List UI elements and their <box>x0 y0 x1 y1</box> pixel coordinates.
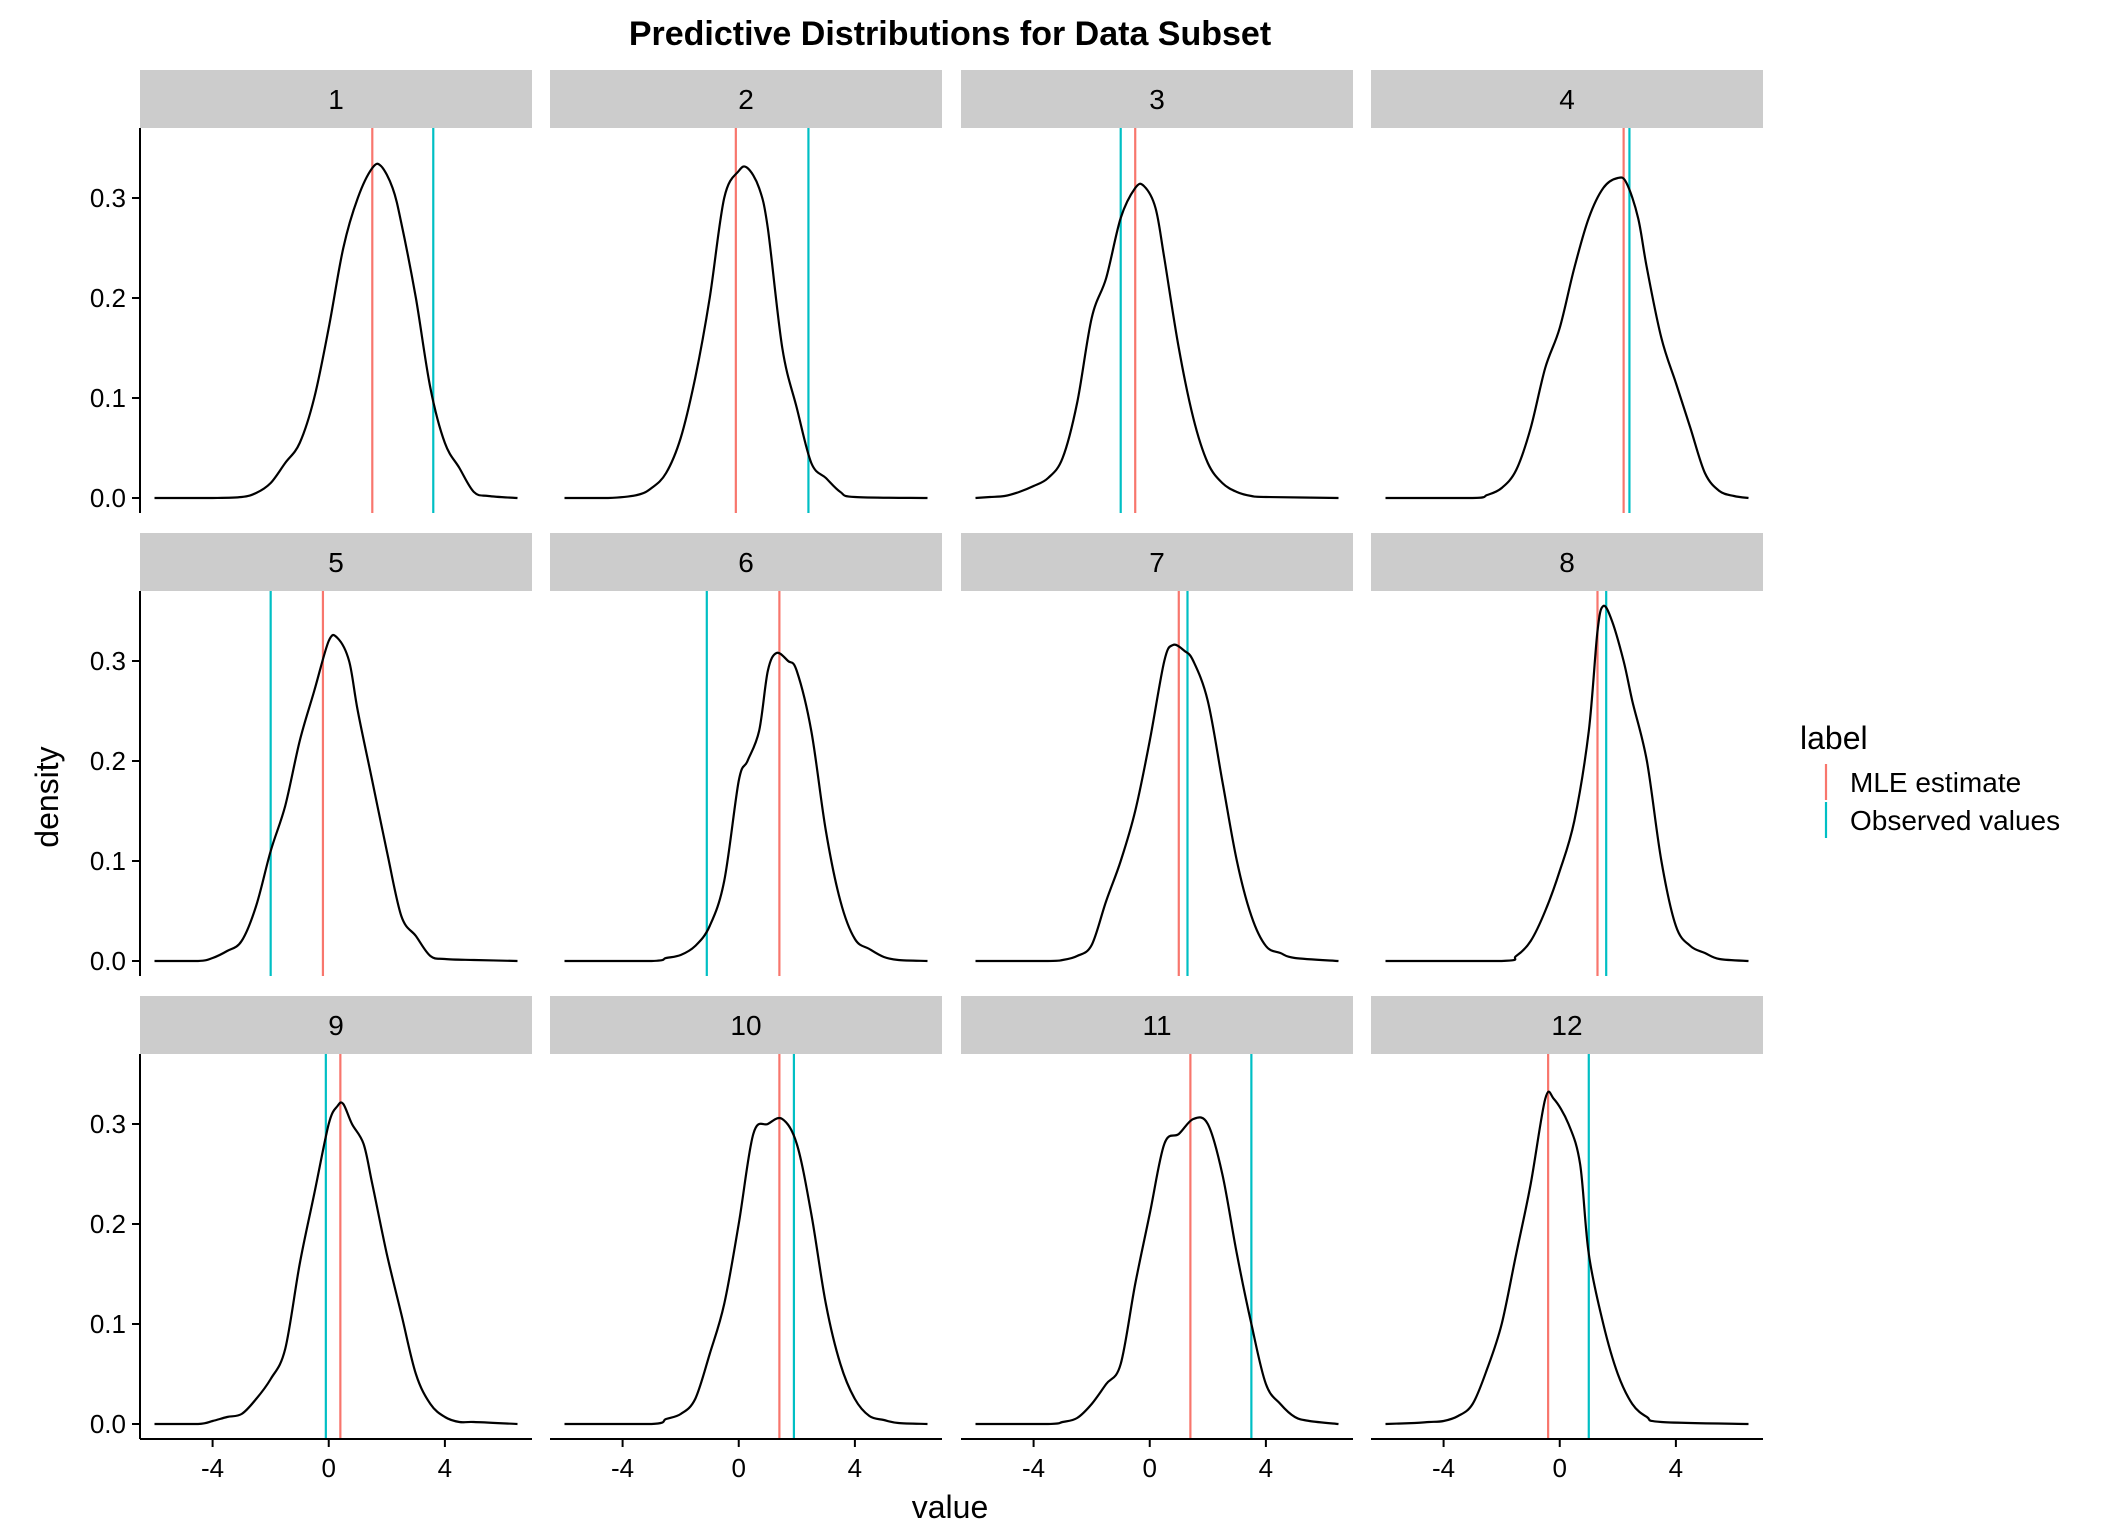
density-curve <box>975 182 1339 500</box>
facet-strip-label: 2 <box>738 84 754 115</box>
facet-strip <box>140 996 532 1054</box>
facet-strip <box>550 533 942 591</box>
facet-strip-label: 5 <box>328 547 344 578</box>
y-tick-label: 0.2 <box>90 746 126 776</box>
y-tick-label: 0.1 <box>90 846 126 876</box>
density-curve <box>1385 1090 1749 1426</box>
facet-strip-label: 12 <box>1551 1010 1582 1041</box>
x-tick-label: 4 <box>438 1453 452 1483</box>
facet-panel-7: 7 <box>961 533 1353 976</box>
density-curve <box>1385 176 1749 500</box>
density-curve <box>564 165 928 500</box>
facet-panel-10: 10 -4 0 4 <box>550 996 942 1483</box>
facet-strip-label: 8 <box>1559 547 1575 578</box>
facet-strip-label: 1 <box>328 84 344 115</box>
density-curve <box>564 651 928 963</box>
legend-label: MLE estimate <box>1850 767 2021 798</box>
facet-panel-8: 8 <box>1371 533 1763 976</box>
legend-entry: MLE estimate <box>1824 764 2021 800</box>
y-tick-label: 0.2 <box>90 283 126 313</box>
facet-strip-label: 3 <box>1149 84 1165 115</box>
x-tick-label: 4 <box>848 1453 862 1483</box>
facet-strip <box>550 70 942 128</box>
facet-strip <box>140 533 532 591</box>
x-tick-label: -4 <box>1432 1453 1455 1483</box>
density-curve <box>975 1116 1339 1426</box>
facet-strip-label: 7 <box>1149 547 1165 578</box>
x-tick-label: 4 <box>1669 1453 1683 1483</box>
y-tick-label: 0.1 <box>90 383 126 413</box>
y-tick-label: 0.3 <box>90 646 126 676</box>
facet-panel-5: 5 0.0 0.1 0.2 0.3 <box>90 533 532 976</box>
facet-strip <box>961 533 1353 591</box>
x-tick-label: -4 <box>611 1453 634 1483</box>
y-axis-title: density <box>29 746 65 847</box>
facet-panel-9: 9 0.0 0.1 0.2 0.3 -4 0 4 <box>90 996 532 1483</box>
density-curve <box>154 1101 518 1426</box>
y-tick-label: 0.1 <box>90 1309 126 1339</box>
y-tick-label: 0.2 <box>90 1209 126 1239</box>
facet-strip-label: 9 <box>328 1010 344 1041</box>
x-tick-label: -4 <box>1022 1453 1045 1483</box>
facet-strip-label: 4 <box>1559 84 1575 115</box>
y-tick-label: 0.0 <box>90 483 126 513</box>
facet-panel-11: 11 -4 0 4 <box>961 996 1353 1483</box>
facet-panels: 1 0.0 0.1 0.2 0.3 2 3 4 5 0.0 0.1 0.2 0.3 6 7 8 9 0.0 0.1 0… <box>90 70 1763 1483</box>
legend: label MLE estimate Observed values <box>1800 720 2060 838</box>
y-tick-label: 0.0 <box>90 1409 126 1439</box>
x-tick-label: 0 <box>322 1453 336 1483</box>
facet-strip-label: 6 <box>738 547 754 578</box>
facet-strip <box>550 996 942 1054</box>
y-tick-label: 0.0 <box>90 946 126 976</box>
facet-strip <box>961 996 1353 1054</box>
facet-panel-2: 2 <box>550 70 942 513</box>
legend-label: Observed values <box>1850 805 2060 836</box>
facet-panel-1: 1 0.0 0.1 0.2 0.3 <box>90 70 532 513</box>
facet-panel-3: 3 <box>961 70 1353 513</box>
facet-strip <box>1371 70 1763 128</box>
density-curve <box>564 1116 928 1426</box>
y-tick-label: 0.3 <box>90 1109 126 1139</box>
y-tick-label: 0.3 <box>90 183 126 213</box>
legend-title: label <box>1800 720 1868 756</box>
x-axis-title: value <box>912 1489 989 1525</box>
facet-panel-12: 12 -4 0 4 <box>1371 996 1763 1483</box>
x-tick-label: 0 <box>732 1453 746 1483</box>
chart-title: Predictive Distributions for Data Subset <box>629 15 1271 53</box>
facet-strip-label: 10 <box>730 1010 761 1041</box>
facet-panel-6: 6 <box>550 533 942 976</box>
facet-strip <box>140 70 532 128</box>
facet-strip-label: 11 <box>1142 1010 1171 1041</box>
facet-strip <box>1371 533 1763 591</box>
density-curve <box>1385 604 1749 963</box>
facet-strip <box>961 70 1353 128</box>
density-curve <box>975 643 1339 963</box>
x-tick-label: 4 <box>1259 1453 1273 1483</box>
x-tick-label: 0 <box>1143 1453 1157 1483</box>
x-tick-label: 0 <box>1553 1453 1567 1483</box>
density-curve <box>154 633 518 963</box>
x-tick-label: -4 <box>201 1453 224 1483</box>
facet-strip <box>1371 996 1763 1054</box>
facet-panel-4: 4 <box>1371 70 1763 513</box>
density-curve <box>154 162 518 500</box>
legend-entry: Observed values <box>1824 802 2060 838</box>
